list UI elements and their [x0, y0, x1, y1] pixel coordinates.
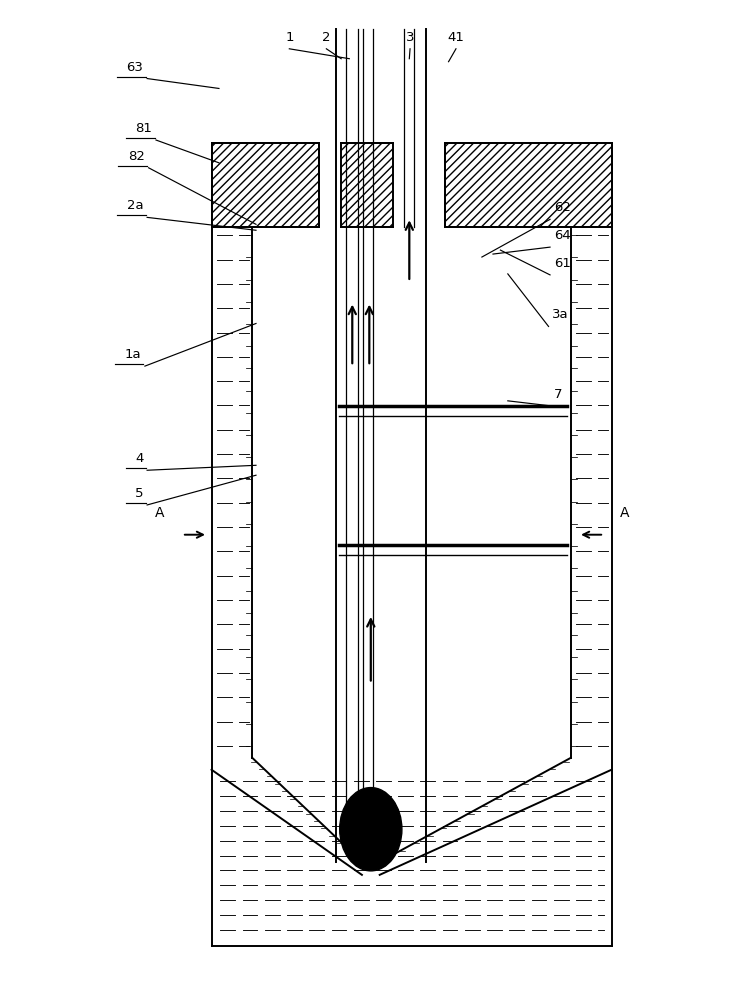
Text: 2a: 2a	[127, 199, 143, 212]
Bar	[211, 143, 319, 227]
Bar	[445, 143, 611, 227]
Text: 4: 4	[135, 452, 143, 465]
Text: 1: 1	[285, 31, 294, 44]
Bar	[342, 143, 393, 227]
Text: 81: 81	[136, 122, 152, 135]
Text: 7: 7	[554, 388, 562, 401]
Text: 5: 5	[135, 487, 143, 500]
Circle shape	[340, 788, 402, 871]
Bar	[342, 143, 393, 227]
Text: 2: 2	[322, 31, 330, 44]
Text: 64: 64	[554, 229, 571, 242]
Text: 1a: 1a	[124, 348, 142, 361]
Bar	[211, 143, 319, 227]
Text: 41: 41	[448, 31, 464, 44]
Text: 3a: 3a	[552, 308, 569, 321]
Text: 62: 62	[554, 201, 571, 214]
Text: 3: 3	[406, 31, 414, 44]
Text: 63: 63	[127, 61, 143, 74]
Text: A: A	[620, 506, 630, 520]
Text: 82: 82	[128, 150, 145, 163]
Text: A: A	[155, 506, 165, 520]
Text: 61: 61	[554, 257, 571, 270]
Bar	[445, 143, 611, 227]
